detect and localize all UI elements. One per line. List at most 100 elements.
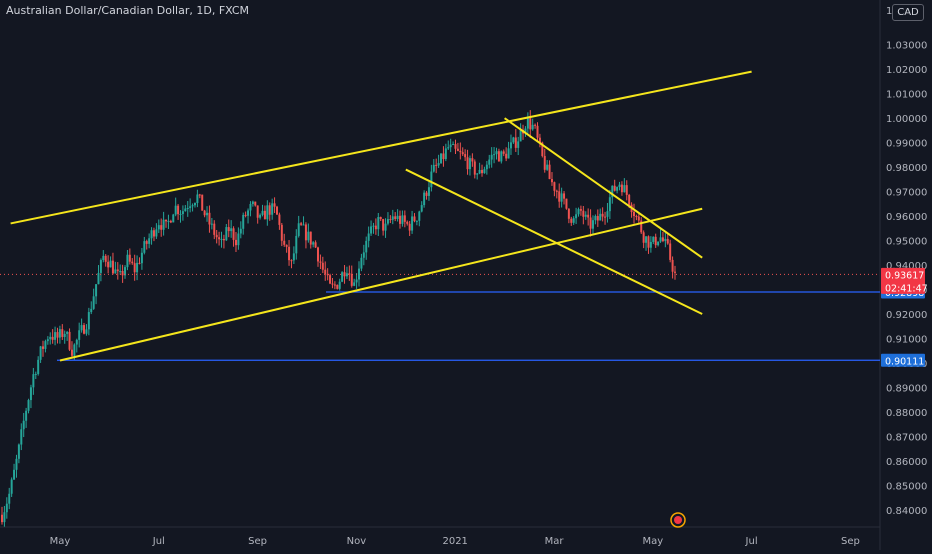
candle — [652, 236, 655, 245]
candle — [529, 110, 532, 138]
candle — [319, 254, 322, 270]
candle — [365, 236, 368, 260]
trendline-lower-channel[interactable] — [59, 207, 703, 362]
candle — [87, 307, 90, 336]
svg-text:02:41:47: 02:41:47 — [885, 283, 928, 294]
candle — [126, 249, 129, 271]
candle — [198, 193, 201, 199]
candle — [302, 216, 305, 226]
candle — [46, 336, 49, 345]
candle — [152, 227, 155, 242]
candle — [181, 205, 184, 221]
candle — [8, 487, 11, 510]
candle — [338, 278, 341, 291]
y-tick-label: 1.03000 — [886, 41, 927, 52]
candle — [558, 183, 561, 208]
candle — [331, 278, 334, 289]
y-tick-label: 0.96000 — [886, 212, 927, 223]
candle — [304, 222, 307, 249]
candle — [271, 198, 274, 220]
candle — [413, 213, 416, 223]
candle — [162, 211, 165, 236]
candle — [42, 340, 45, 357]
candle — [618, 181, 621, 191]
candle — [372, 222, 375, 234]
candle — [664, 233, 667, 248]
candle — [215, 229, 218, 244]
candle — [78, 322, 81, 348]
candle — [58, 325, 61, 344]
candle — [25, 407, 28, 428]
candle — [432, 159, 435, 173]
candle — [259, 213, 262, 220]
candle — [312, 241, 315, 248]
y-tick-label: 0.85000 — [886, 481, 927, 492]
candle — [121, 264, 124, 283]
x-tick-label: 2021 — [442, 536, 467, 547]
candle — [239, 221, 242, 239]
candle — [661, 231, 664, 243]
candle — [90, 301, 93, 315]
candle — [107, 255, 110, 274]
candle — [124, 265, 127, 279]
time-axis[interactable]: May Jul Sep Nov 2021 Mar May Jul Sep — [50, 536, 860, 547]
candle — [666, 233, 669, 245]
candle — [179, 210, 182, 223]
x-tick-label: May — [642, 536, 663, 547]
candle — [184, 204, 187, 212]
candle — [309, 231, 312, 249]
candle — [654, 233, 657, 248]
candle — [292, 246, 295, 265]
trendline-down-channel-upper[interactable] — [504, 117, 703, 259]
candle — [13, 463, 16, 480]
candle — [674, 265, 676, 280]
candle — [466, 149, 469, 175]
candle — [145, 239, 148, 250]
candle — [155, 223, 158, 239]
candle — [17, 443, 20, 464]
currency-badge[interactable]: CAD — [892, 4, 924, 21]
candle — [367, 226, 370, 248]
y-tick-label: 1.00000 — [886, 114, 927, 125]
candle — [165, 219, 168, 228]
candle — [396, 209, 399, 222]
candle — [167, 214, 170, 229]
candle — [538, 133, 541, 148]
horizontal-lines-group — [0, 273, 880, 361]
candle — [613, 179, 616, 192]
candle — [220, 231, 223, 248]
candle — [418, 210, 421, 227]
candle — [488, 154, 491, 169]
candle — [160, 218, 163, 237]
candle — [384, 218, 387, 238]
candle — [314, 240, 317, 248]
alert-icon[interactable] — [670, 512, 686, 528]
candle — [596, 209, 599, 227]
candle — [553, 181, 556, 197]
trendline-down-channel-lower[interactable] — [405, 168, 703, 315]
y-tick-label: 0.92000 — [886, 310, 927, 321]
candle — [594, 214, 597, 225]
candle — [227, 219, 230, 238]
candle — [345, 266, 348, 280]
x-tick-label: Sep — [841, 536, 860, 547]
candle — [534, 123, 537, 129]
candle — [116, 262, 119, 280]
candle — [565, 198, 568, 210]
candle — [22, 412, 25, 438]
candle — [329, 273, 332, 285]
x-tick-label: May — [50, 536, 71, 547]
candle — [669, 239, 672, 263]
candle — [102, 250, 105, 263]
candle — [464, 149, 467, 161]
trendline-upper-channel[interactable] — [10, 70, 752, 225]
candle — [27, 398, 30, 414]
candle — [560, 187, 563, 208]
candle — [169, 219, 172, 224]
candle — [99, 258, 102, 282]
candle — [635, 214, 638, 221]
